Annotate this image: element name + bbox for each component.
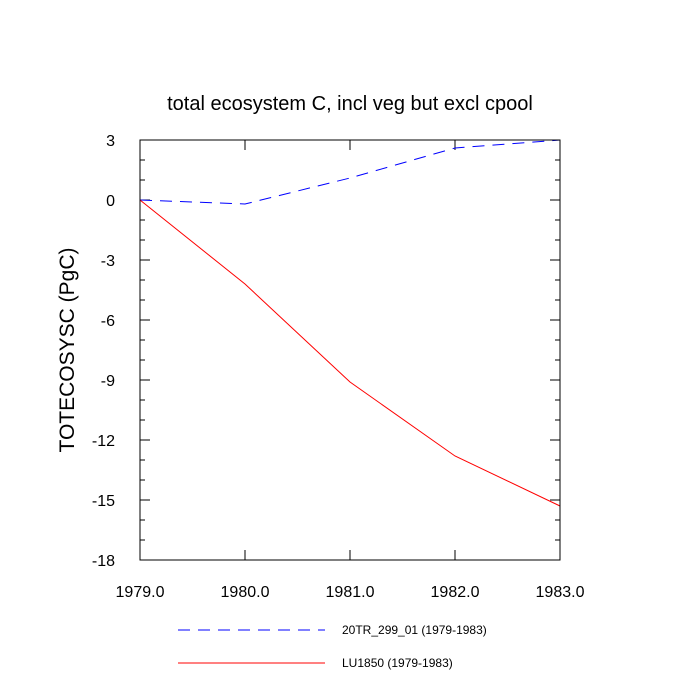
y-tick-label: -3 bbox=[101, 253, 115, 270]
y-tick-label: -18 bbox=[92, 553, 115, 570]
series-line-1 bbox=[139, 199, 561, 507]
x-tick-label: 1982.0 bbox=[431, 584, 480, 601]
x-tick-label: 1980.0 bbox=[221, 584, 270, 601]
y-axis-label: TOTECOSYSC (PgC) bbox=[56, 248, 79, 453]
y-tick-label: 0 bbox=[106, 193, 115, 210]
x-tick-label: 1979.0 bbox=[116, 584, 165, 601]
x-tick-label: 1983.0 bbox=[536, 584, 585, 601]
legend-label-1: LU1850 (1979-1983) bbox=[342, 656, 453, 670]
y-tick-label: 3 bbox=[106, 133, 115, 150]
y-tick-label: -6 bbox=[101, 313, 115, 330]
y-tick-label: -9 bbox=[101, 373, 115, 390]
x-tick-label: 1981.0 bbox=[326, 584, 375, 601]
y-tick-label: -12 bbox=[92, 433, 115, 450]
chart-title: total ecosystem C, incl veg but excl cpo… bbox=[167, 93, 533, 115]
y-tick-label: -15 bbox=[92, 493, 115, 510]
legend-label-0: 20TR_299_01 (1979-1983) bbox=[342, 623, 487, 637]
axis-ticks: 1979.0 1980.0 1981.0 1982.0 1983.0 3 0 -3 -6 -9 -1… bbox=[92, 133, 585, 601]
legend: 20TR_299_01 (1979-1983) LU1850 (1979-1983… bbox=[178, 623, 487, 670]
plot-frame bbox=[139, 139, 561, 561]
series-line-0 bbox=[139, 139, 561, 205]
series-lines bbox=[139, 139, 561, 507]
